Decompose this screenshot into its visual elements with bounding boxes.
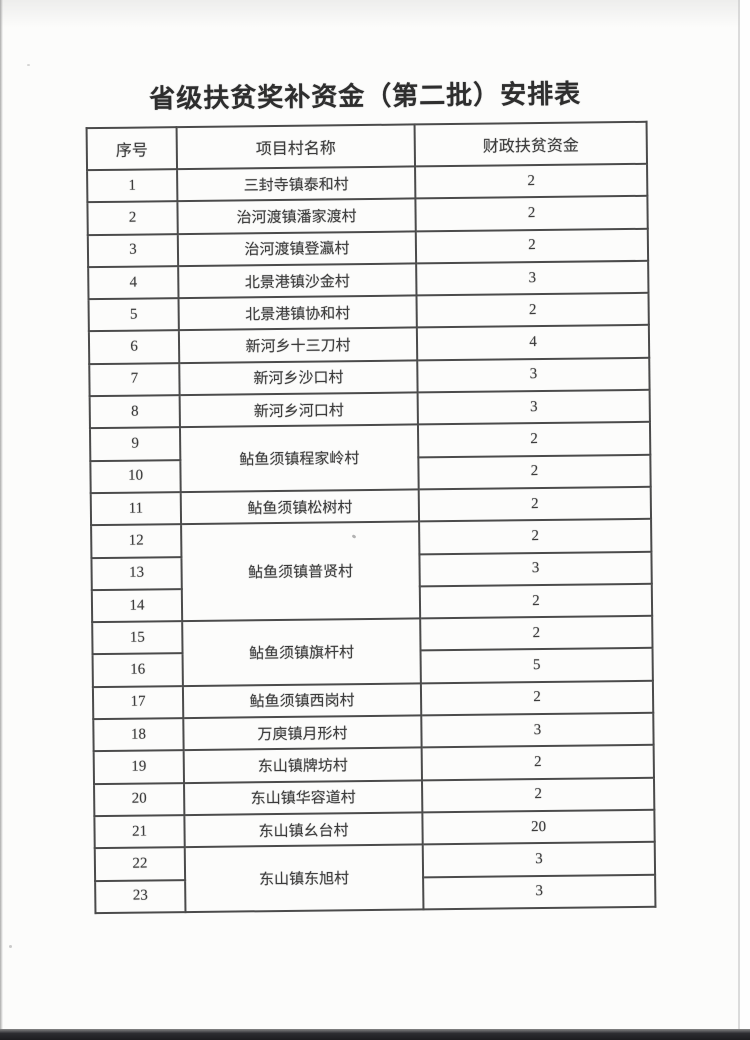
scan-edge-right-line bbox=[738, 0, 740, 1030]
row-number-cell: 23 bbox=[95, 879, 186, 913]
fund-amount-cell: 2 bbox=[418, 486, 652, 522]
village-name-cell: 治河渡镇潘家渡村 bbox=[177, 198, 416, 234]
header-serial-number: 序号 bbox=[86, 127, 178, 171]
village-name-cell: 鲇鱼须镇西岗村 bbox=[182, 683, 422, 719]
table-body: 1 三封寺镇泰和村 2 2 治河渡镇潘家渡村 2 3 治河渡镇登瀛村 2 4 北景港镇沙金村 3 5 北景… bbox=[87, 163, 656, 913]
scan-speck bbox=[9, 945, 12, 948]
fund-amount-cell: 3 bbox=[417, 389, 650, 425]
village-name-cell: 新河乡沙口村 bbox=[179, 360, 418, 396]
fund-amount-cell: 2 bbox=[420, 615, 653, 651]
village-name-cell: 东山镇华容道村 bbox=[184, 780, 423, 816]
scan-edge-right-area bbox=[740, 0, 750, 1030]
fund-amount-cell: 2 bbox=[415, 163, 648, 199]
village-name-cell: 东山镇幺台村 bbox=[184, 812, 423, 848]
village-name-cell: 东山镇东旭村 bbox=[184, 844, 424, 912]
village-name-cell: 新河乡十三刀村 bbox=[178, 327, 418, 363]
village-name-cell: 新河乡河口村 bbox=[179, 392, 418, 428]
village-name-cell: 治河渡镇登瀛村 bbox=[177, 231, 417, 267]
row-number-cell: 16 bbox=[92, 653, 183, 687]
fund-amount-cell: 3 bbox=[417, 357, 650, 393]
document-title: 省级扶贫奖补资金（第二批）安排表 bbox=[149, 79, 582, 114]
fund-amount-cell: 3 bbox=[416, 260, 649, 296]
fund-amount-cell: 2 bbox=[419, 519, 652, 554]
row-number-cell: 1 bbox=[87, 169, 178, 203]
fund-amount-cell: 3 bbox=[423, 874, 656, 910]
fund-amount-cell: 2 bbox=[418, 454, 651, 490]
row-number-cell: 5 bbox=[88, 298, 179, 332]
scan-speck bbox=[27, 64, 30, 66]
funds-table: 序号 项目村名称 财政扶贫资金 1 三封寺镇泰和村 2 2 治河渡镇潘家渡村 2 3 治河渡镇… bbox=[86, 121, 657, 914]
fund-amount-cell: 2 bbox=[419, 583, 653, 619]
scan-edge-left bbox=[0, 0, 3, 1040]
row-number-cell: 3 bbox=[87, 233, 179, 268]
row-number-cell: 11 bbox=[90, 492, 182, 526]
village-name-cell: 东山镇牌坊村 bbox=[183, 747, 422, 783]
village-name-cell: 鲇鱼须镇旗杆村 bbox=[182, 618, 421, 686]
table-header-row: 序号 项目村名称 财政扶贫资金 bbox=[86, 121, 648, 171]
village-name-cell: 鲇鱼须镇程家岭村 bbox=[179, 424, 419, 493]
fund-amount-cell: 4 bbox=[416, 325, 650, 361]
row-number-cell: 22 bbox=[94, 847, 186, 881]
fund-amount-cell: 2 bbox=[415, 228, 649, 264]
scan-edge-bottom bbox=[0, 1029, 750, 1040]
row-number-cell: 4 bbox=[88, 266, 179, 300]
fund-amount-cell: 3 bbox=[419, 551, 652, 587]
fund-amount-cell: 2 bbox=[421, 745, 654, 781]
row-number-cell: 18 bbox=[93, 718, 184, 752]
village-name-cell: 鲇鱼须镇松树村 bbox=[180, 489, 420, 525]
fund-amount-cell: 3 bbox=[422, 841, 656, 877]
fund-amount-cell: 20 bbox=[422, 809, 655, 845]
village-name-cell: 鲇鱼须镇普贤村 bbox=[181, 521, 421, 622]
fund-amount-cell: 2 bbox=[416, 292, 649, 328]
village-name-cell: 北景港镇沙金村 bbox=[178, 263, 417, 299]
row-number-cell: 9 bbox=[89, 427, 181, 461]
fund-amount-cell: 5 bbox=[420, 648, 653, 684]
village-name-cell: 万庾镇月形村 bbox=[183, 715, 422, 751]
village-name-cell: 三封寺镇泰和村 bbox=[177, 166, 416, 202]
row-number-cell: 10 bbox=[90, 459, 181, 494]
row-number-cell: 15 bbox=[92, 621, 183, 655]
row-number-cell: 6 bbox=[88, 330, 180, 364]
row-number-cell: 7 bbox=[89, 362, 180, 397]
fund-amount-cell: 2 bbox=[421, 777, 655, 813]
row-number-cell: 13 bbox=[91, 556, 182, 590]
row-number-cell: 19 bbox=[93, 750, 185, 784]
row-number-cell: 20 bbox=[94, 782, 185, 817]
row-number-cell: 14 bbox=[91, 588, 183, 623]
row-number-cell: 2 bbox=[87, 201, 178, 235]
scan-top-shade bbox=[0, 0, 750, 28]
row-number-cell: 12 bbox=[91, 524, 182, 558]
document-sheet: 省级扶贫奖补资金（第二批）安排表 序号 项目村名称 财政扶贫资金 1 三封寺镇泰和… bbox=[85, 73, 657, 914]
row-number-cell: 8 bbox=[89, 395, 180, 429]
header-fund-amount: 财政扶贫资金 bbox=[414, 121, 648, 167]
fund-amount-cell: 3 bbox=[421, 712, 654, 748]
fund-amount-cell: 2 bbox=[417, 422, 651, 458]
village-name-cell: 北景港镇协和村 bbox=[178, 295, 417, 331]
fund-amount-cell: 2 bbox=[420, 680, 654, 716]
header-village-name: 项目村名称 bbox=[176, 124, 416, 170]
row-number-cell: 21 bbox=[94, 815, 185, 849]
fund-amount-cell: 2 bbox=[415, 196, 648, 232]
row-number-cell: 17 bbox=[92, 685, 184, 720]
